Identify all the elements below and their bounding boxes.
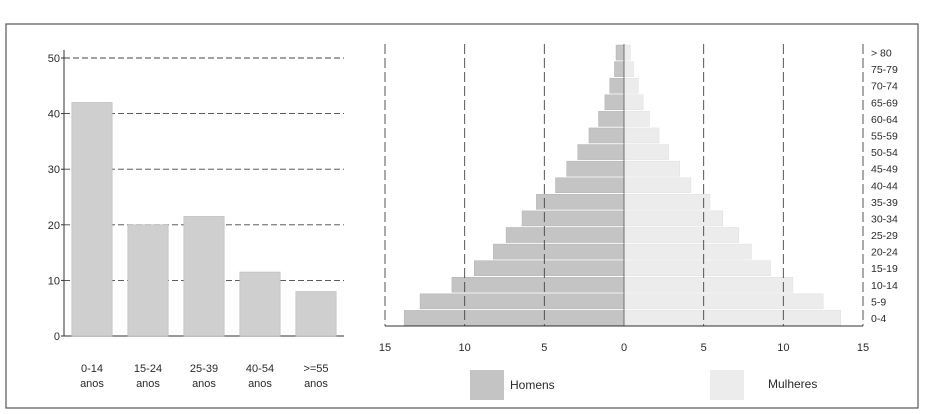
bar-homens-25-29	[505, 227, 625, 243]
legend-swatch-mulheres	[710, 370, 744, 400]
bar-mulheres-20-24	[623, 243, 752, 260]
age-group-label: 65-69	[871, 97, 898, 109]
age-group-label: 25-29	[871, 230, 898, 242]
legend-swatch-homens	[470, 370, 504, 400]
bar-homens-70-74	[609, 77, 625, 94]
bar-homens-75-79	[614, 61, 625, 77]
population-pyramid: 0-4 5-9 10-14 15-19 20-24 25-29 30-34 35-39 40-4…	[379, 44, 898, 354]
age-group-label: 45-49	[871, 164, 898, 176]
bar-3	[239, 271, 281, 337]
age-group-label: > 80	[871, 48, 892, 60]
bar-mulheres-> 80	[623, 44, 631, 61]
y-tick-label: 40	[48, 109, 60, 121]
x-tick-label: 0-14	[81, 363, 103, 375]
y-tick-label: 0	[54, 331, 60, 343]
bar-homens-60-64	[598, 111, 625, 127]
age-group-label: 20-24	[871, 247, 898, 259]
bar-mulheres-70-74	[623, 77, 639, 94]
bar-mulheres-10-14	[623, 277, 794, 293]
bar-homens-35-39	[536, 194, 625, 210]
age-group-label: 60-64	[871, 114, 898, 126]
y-tick-label: 30	[48, 164, 60, 176]
age-group-label: 5-9	[871, 296, 886, 308]
x-tick-label: anos	[248, 378, 272, 390]
bar-homens-0-4	[403, 310, 625, 326]
x-tick-label: 10	[777, 342, 789, 354]
age-group-label: 75-79	[871, 64, 898, 76]
bar-homens-65-69	[604, 94, 625, 111]
x-tick-label: 25-39	[190, 363, 218, 375]
bar-mulheres-45-49	[623, 160, 680, 177]
y-tick-label: 20	[48, 220, 60, 232]
x-tick-label: 0	[621, 342, 627, 354]
age-group-label: 55-59	[871, 130, 898, 142]
x-tick-label: anos	[80, 378, 104, 390]
bar-4	[295, 291, 337, 337]
bar-mulheres-35-39	[623, 194, 711, 210]
x-tick-label: 5	[701, 342, 707, 354]
x-tick-label: 15	[857, 342, 869, 354]
x-tick-label: 5	[541, 342, 547, 354]
outer-frame	[5, 23, 919, 409]
bar-homens-45-49	[566, 160, 625, 177]
age-group-label: 0-4	[871, 313, 886, 325]
bar-homens-10-14	[451, 277, 625, 293]
age-bar-chart: 0 10 20 30 40 50 0-14 anos 15-24 anos 25-39 anos 40-…	[48, 50, 344, 390]
bar-homens-15-19	[474, 260, 625, 276]
x-tick-label: anos	[304, 378, 328, 390]
bar-homens-40-44	[555, 177, 625, 193]
age-group-label: 10-14	[871, 280, 898, 292]
bar-1	[127, 224, 169, 337]
bar-mulheres-25-29	[623, 227, 739, 243]
bar-homens-55-59	[588, 127, 625, 144]
x-tick-label: 15-24	[134, 363, 162, 375]
bar-mulheres-15-19	[623, 260, 771, 276]
bar-homens-30-34	[521, 210, 625, 227]
x-tick-label: anos	[136, 378, 160, 390]
legend-label-homens: Homens	[510, 378, 555, 392]
x-tick-label: 10	[459, 342, 471, 354]
bar-2	[183, 216, 225, 337]
bar-mulheres-65-69	[623, 94, 644, 111]
bar-homens-5-9	[419, 293, 625, 310]
bar-mulheres-75-79	[623, 61, 634, 77]
bar-mulheres-5-9	[623, 293, 824, 310]
age-group-label: 40-44	[871, 180, 898, 192]
bar-mulheres-50-54	[623, 144, 669, 160]
bar-homens-50-54	[577, 144, 625, 160]
bar-mulheres-0-4	[623, 310, 841, 326]
legend-label-mulheres: Mulheres	[768, 377, 817, 391]
y-tick-label: 50	[48, 53, 60, 65]
x-tick-label: anos	[192, 378, 216, 390]
bar-mulheres-30-34	[623, 210, 723, 227]
age-group-label: 70-74	[871, 81, 898, 93]
bar-homens-20-24	[493, 243, 625, 260]
x-tick-label: 40-54	[246, 363, 274, 375]
y-tick-label: 10	[48, 275, 60, 287]
bar-homens-> 80	[615, 44, 625, 61]
bar-mulheres-60-64	[623, 111, 650, 127]
age-group-label: 50-54	[871, 147, 898, 159]
bar-0	[71, 102, 113, 337]
x-tick-label: 15	[379, 342, 391, 354]
age-group-label: 30-34	[871, 213, 898, 225]
legend: Homens Mulheres	[470, 370, 817, 400]
bar-mulheres-40-44	[623, 177, 692, 193]
age-group-label: 35-39	[871, 197, 898, 209]
age-group-label: 15-19	[871, 263, 898, 275]
x-tick-label: >=55	[303, 363, 328, 375]
bar-mulheres-55-59	[623, 127, 660, 144]
